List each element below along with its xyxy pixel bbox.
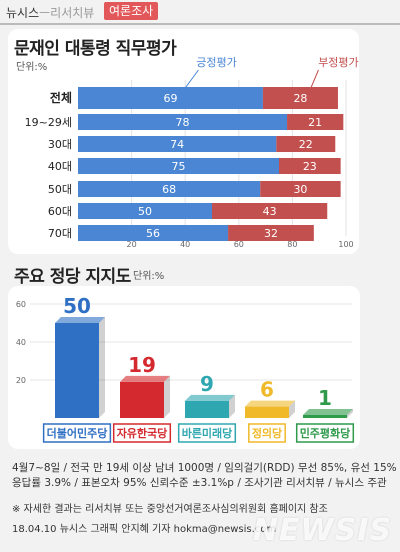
party-label-box — [177, 423, 237, 443]
party-title: 주요 정당 지지도 — [14, 267, 131, 287]
x-tick-label: 80 — [287, 240, 297, 249]
bar-negative — [212, 203, 328, 219]
bar-positive — [78, 136, 277, 152]
data-label-negative: 22 — [299, 138, 313, 151]
y-tick-label: 40 — [16, 338, 26, 347]
party-label: 자유한국당 — [117, 426, 168, 440]
data-label-positive: 74 — [170, 138, 184, 151]
legend-positive-leader — [184, 69, 199, 90]
approval-unit: 단위:% — [16, 62, 48, 73]
party-value: 6 — [260, 378, 274, 402]
data-label-negative: 43 — [263, 205, 277, 218]
party-label: 더불어민주당 — [47, 426, 108, 440]
bar-negative — [287, 114, 344, 130]
footer-line1: 4월7~8일 / 전국 만 19세 이상 남녀 1000명 / 임의걸기(RDD… — [12, 462, 397, 474]
data-label-positive: 56 — [146, 227, 160, 240]
party-label-box — [112, 423, 172, 443]
party-bar-top — [185, 394, 235, 401]
party-chart: 20 40 60 50 더불어민주당 19 자유한국당 9 바른미래당 6 정의당 1 민주평화당 — [16, 294, 355, 443]
newsis-watermark: NEWSIS — [252, 513, 392, 548]
brand-separator: ㅡ — [39, 6, 51, 20]
party-bar-side — [99, 317, 105, 418]
data-label-positive: 50 — [138, 205, 152, 218]
party-bar-top — [245, 400, 295, 407]
top-divider — [0, 23, 400, 25]
bar-positive — [78, 181, 261, 197]
party-bar — [245, 406, 289, 418]
party-value: 9 — [200, 372, 214, 396]
party-value: 1 — [318, 386, 332, 410]
party-bar — [303, 415, 347, 418]
data-label-negative: 28 — [293, 92, 307, 105]
party-bar-side — [289, 400, 295, 418]
party-bar — [185, 400, 229, 418]
party-label: 바른미래당 — [182, 426, 233, 440]
category-label: 19~29세 — [25, 116, 72, 129]
party-bar — [55, 323, 99, 418]
bar-positive — [78, 158, 279, 174]
category-label: 30대 — [48, 138, 72, 151]
party-bar-side — [229, 394, 235, 418]
bar-negative — [276, 136, 336, 152]
party-label: 정의당 — [252, 426, 282, 440]
bar-positive — [78, 114, 288, 130]
footer-line2: 응답률 3.9% / 표본오차 95% 신뢰수준 ±3.1%p / 조사기관 리… — [12, 477, 387, 489]
bar-negative — [279, 158, 341, 174]
survey-tag: 여론조사 — [104, 2, 159, 20]
approval-chart: 20 40 60 80 100 전체 69 28 긍정평가 부정평가 19~29세 78 21 30대 74… — [25, 56, 359, 249]
party-unit: 단위:% — [133, 271, 165, 282]
party-bar-top — [55, 317, 105, 323]
data-label-negative: 30 — [293, 183, 307, 196]
bar-negative — [260, 181, 341, 197]
data-label-positive: 69 — [163, 92, 177, 105]
bar-negative — [228, 225, 314, 241]
party-bar-top — [303, 409, 353, 415]
data-label-negative: 23 — [303, 160, 317, 173]
party-label-box — [42, 423, 112, 443]
data-label-positive: 68 — [162, 183, 176, 196]
x-tick-label: 100 — [338, 240, 353, 249]
x-tick-label: 60 — [234, 240, 244, 249]
party-bar-top — [120, 375, 170, 382]
party-bar — [120, 381, 164, 418]
legend-negative: 부정평가 — [318, 56, 358, 69]
y-tick-label: 60 — [16, 300, 26, 309]
data-label-negative: 32 — [264, 227, 278, 240]
approval-title: 문재인 대통령 직무평가 — [14, 39, 177, 59]
party-value: 50 — [63, 294, 91, 318]
category-label: 40대 — [48, 160, 72, 173]
brand-name: 뉴시스 — [6, 6, 40, 20]
y-tick-label: 20 — [16, 376, 26, 385]
bar-positive — [78, 225, 229, 241]
category-label: 70대 — [48, 227, 72, 240]
legend-positive: 긍정평가 — [196, 56, 236, 69]
category-label: 60대 — [48, 205, 72, 218]
bar-positive — [78, 203, 212, 219]
party-label: 민주평화당 — [300, 426, 351, 440]
bar-positive — [78, 87, 263, 109]
party-bar-side — [347, 409, 353, 418]
category-label: 전체 — [50, 90, 72, 105]
brand-sub: 리서치뷰 — [50, 6, 95, 20]
party-value: 19 — [128, 353, 156, 377]
footer-credit: 18.04.10 뉴시스 그래픽 안지혜 기자 hokma@newsis.com — [12, 524, 277, 535]
x-tick-label: 20 — [127, 240, 137, 249]
party-label-box — [248, 423, 286, 443]
data-label-positive: 78 — [176, 116, 190, 129]
brand-header: 뉴시스ㅡ리서치뷰 — [6, 4, 94, 21]
data-label-negative: 21 — [308, 116, 322, 129]
legend-negative-leader — [309, 69, 319, 90]
party-bar-side — [164, 375, 170, 418]
category-label: 50대 — [48, 183, 72, 196]
x-tick-label: 40 — [180, 240, 190, 249]
bar-negative — [262, 87, 338, 109]
footer-note: ※ 자세한 결과는 리서치뷰 또는 중앙선거여론조사심의위원회 홈페이지 참조 — [12, 504, 328, 515]
party-label-box — [295, 423, 355, 443]
data-label-positive: 75 — [172, 160, 186, 173]
